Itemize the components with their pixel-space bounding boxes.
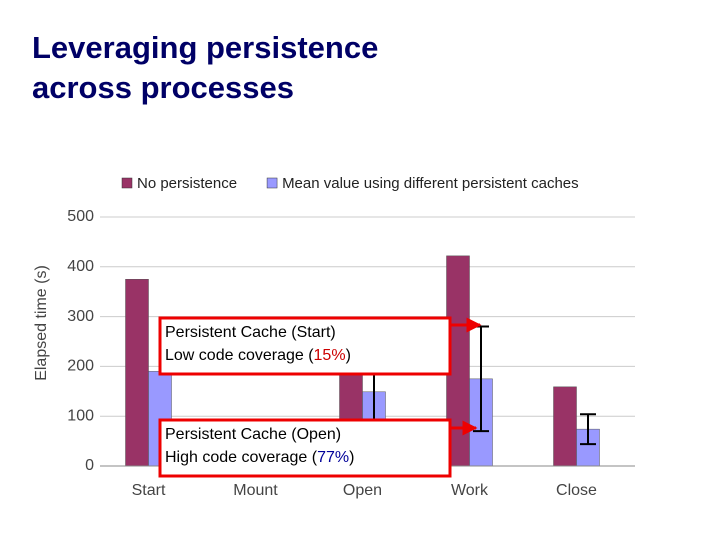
y-tick-label: 400	[67, 258, 94, 275]
y-tick-label: 100	[67, 407, 94, 424]
annotation-box	[158, 418, 452, 478]
annotation-text: 77%	[317, 449, 349, 466]
title-line: across processes	[32, 70, 294, 105]
y-tick-label: 200	[67, 358, 94, 375]
y-tick-label: 500	[67, 208, 94, 225]
annotation-line: High code coverage (77%)	[165, 449, 354, 466]
y-axis-label: Elapsed time (s)	[33, 265, 50, 381]
annotation-line: Persistent Cache (Open)	[165, 426, 341, 443]
annotation-text: Low code coverage (	[165, 347, 314, 364]
annotation-text: High code coverage (	[165, 449, 318, 466]
error-bar	[580, 413, 596, 446]
y-tick-label: 0	[85, 457, 94, 474]
legend-swatch	[266, 177, 278, 189]
x-tick-label: Work	[451, 482, 489, 499]
x-tick-label: Open	[343, 482, 382, 499]
bar	[125, 279, 149, 467]
legend-label: No persistence	[137, 175, 237, 192]
annotation-line: Persistent Cache (Start)	[165, 324, 336, 341]
x-tick-label: Close	[556, 482, 597, 499]
annotation-box	[158, 316, 452, 376]
bar	[553, 386, 577, 467]
annotation-text: 15%	[314, 347, 346, 364]
x-tick-label: Start	[132, 482, 166, 499]
x-tick-label: Mount	[233, 482, 278, 499]
annotation-line: Low code coverage (15%)	[165, 347, 351, 364]
annotation-text: )	[346, 347, 351, 364]
title-line: Leveraging persistence	[32, 30, 378, 65]
annotations: Persistent Cache (Start) Low code coverag…	[158, 316, 482, 478]
legend-swatch	[121, 177, 133, 189]
annotation-text: )	[349, 449, 354, 466]
y-tick-label: 300	[67, 308, 94, 325]
legend-label: Mean value using different persistent ca…	[282, 175, 579, 192]
